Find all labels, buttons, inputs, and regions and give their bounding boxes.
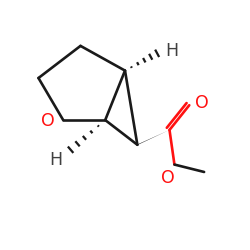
Text: O: O xyxy=(162,169,175,187)
Text: O: O xyxy=(195,94,208,112)
Text: O: O xyxy=(42,112,55,130)
Polygon shape xyxy=(137,130,170,145)
Text: H: H xyxy=(49,150,62,168)
Text: H: H xyxy=(166,42,178,60)
